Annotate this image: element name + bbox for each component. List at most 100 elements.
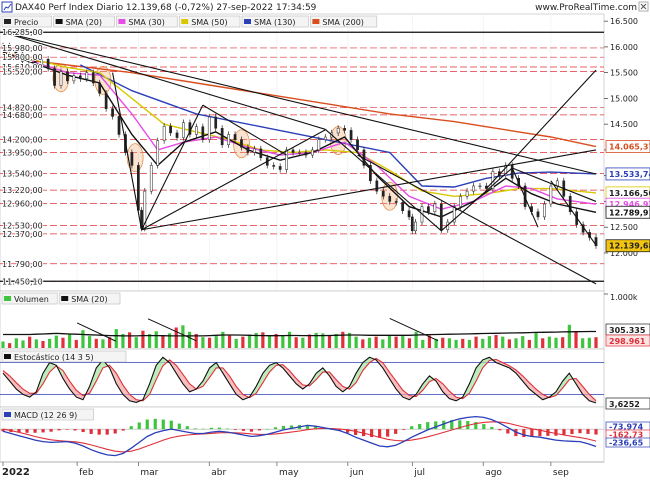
stochastic-fill-segment xyxy=(582,386,590,401)
macd-hist-bar xyxy=(241,429,246,431)
macd-hist-bar xyxy=(386,429,390,437)
candle-body xyxy=(401,202,404,211)
x-tick-label: mar xyxy=(140,468,158,478)
candle-body xyxy=(137,165,140,211)
candle-body xyxy=(104,93,108,109)
candle-body xyxy=(117,116,121,135)
volume-bar xyxy=(507,339,511,348)
macd-hist-bar xyxy=(506,429,510,434)
macd-hist-bar xyxy=(378,429,382,438)
candle-body xyxy=(472,185,475,192)
macd-hist-bar xyxy=(25,429,29,433)
stochastic-legend[interactable]: Estocástico (14 3 5) xyxy=(1,350,127,363)
candle-body xyxy=(304,152,308,156)
legend-swatch xyxy=(312,19,320,24)
price-tick-label: 15.000 xyxy=(610,94,638,103)
candle-body xyxy=(375,180,379,192)
volume-bar xyxy=(461,338,465,348)
volume-bar xyxy=(481,338,485,348)
volume-bar xyxy=(301,337,305,348)
level-label: 13.220,00 xyxy=(2,186,43,195)
candle-body xyxy=(20,52,24,62)
candle-body xyxy=(594,237,598,247)
chart-type-icon[interactable] xyxy=(1,1,13,13)
macd-badge xyxy=(605,437,650,448)
candle-body xyxy=(272,165,276,167)
stochastic-fill-segment xyxy=(522,375,530,390)
candle-body xyxy=(233,134,237,140)
macd-legend[interactable]: MACD (12 26 9) xyxy=(1,408,94,421)
volume-bar xyxy=(108,337,112,348)
macd-hist-bar xyxy=(426,422,430,430)
macd-hist-bar xyxy=(257,429,262,431)
price-tick-label: 16.000 xyxy=(610,43,638,52)
stochastic-fill-segment xyxy=(336,379,343,392)
volume-bar xyxy=(327,335,332,348)
trendline xyxy=(511,167,539,228)
stochastic-fill-segment xyxy=(422,375,430,391)
candle-body xyxy=(169,125,172,134)
stochastic-fill-segment xyxy=(536,389,543,400)
candle-body xyxy=(478,185,482,188)
volume-trendline xyxy=(389,317,439,342)
candle-body xyxy=(459,196,462,207)
legend-swatch xyxy=(118,19,126,24)
volume-bar xyxy=(414,331,418,348)
macd-hist-bar xyxy=(546,429,550,436)
macd-hist-bar xyxy=(474,422,478,430)
candle-body xyxy=(543,203,546,218)
volume-bar xyxy=(48,338,52,348)
volume-bar xyxy=(207,337,212,348)
macd-hist-bar xyxy=(442,420,446,430)
volume-bar xyxy=(121,333,125,348)
volume-bar xyxy=(594,337,598,348)
stochastic-fill-segment xyxy=(262,365,270,383)
stochastic-fill-segment xyxy=(356,362,363,383)
macd-hist-bar xyxy=(434,421,438,430)
candle-body xyxy=(568,196,572,212)
trendline xyxy=(202,104,287,156)
close-chart-icon[interactable] xyxy=(638,1,649,12)
volume-trendlines xyxy=(76,317,439,342)
volume-bar xyxy=(147,333,152,348)
price-tick-label: 12.500 xyxy=(610,223,638,232)
trendline xyxy=(141,149,597,231)
value-badge-price xyxy=(605,239,650,253)
candle-body xyxy=(388,196,392,202)
volume-bar xyxy=(307,334,312,348)
volume-bar xyxy=(521,336,525,348)
stochastic-fill-segment xyxy=(202,367,210,387)
volume-bar xyxy=(114,329,118,348)
level-label: 11.450,10 xyxy=(2,277,43,286)
volume-bar xyxy=(214,336,218,348)
volume-bar xyxy=(261,332,265,348)
candle-body xyxy=(381,190,385,197)
volume-bar xyxy=(341,331,345,348)
macd-hist-bar xyxy=(586,429,590,434)
legend-label: SMA (30) xyxy=(128,18,164,27)
volume-bar xyxy=(334,333,338,348)
volume-legend[interactable]: Volumen SMA (20) xyxy=(1,292,121,305)
volume-bar xyxy=(581,338,585,348)
macd-hist-bar xyxy=(313,426,318,430)
volume-bar xyxy=(234,338,238,348)
macd-hist-bar xyxy=(458,420,462,430)
value-badge-sma20 xyxy=(605,205,650,219)
instrument-title: DAX40 Perf Index Diario 12.139,68 (-0,72… xyxy=(15,3,317,13)
volume-bar xyxy=(1,341,5,348)
candle-body xyxy=(8,45,11,50)
macd-hist-bar xyxy=(305,424,310,430)
legend-item xyxy=(1,408,94,421)
legend-label: SMA (50) xyxy=(191,18,227,27)
price-legend[interactable]: Precio SMA (20) SMA (30) SMA (50) SMA (130) S… xyxy=(1,15,378,28)
legend-label: SMA (20) xyxy=(66,18,102,27)
price-tick-label: 12.000 xyxy=(610,249,638,258)
volume-bar xyxy=(407,338,412,348)
trendline xyxy=(440,167,513,232)
stochastic-fill-segment xyxy=(182,374,190,392)
macd-hist-bar xyxy=(594,429,598,435)
macd-hist-bar xyxy=(450,420,454,430)
stochastic-fill-segment xyxy=(256,373,263,394)
volume-bar xyxy=(221,331,225,348)
macd-hist-bar xyxy=(49,429,53,432)
